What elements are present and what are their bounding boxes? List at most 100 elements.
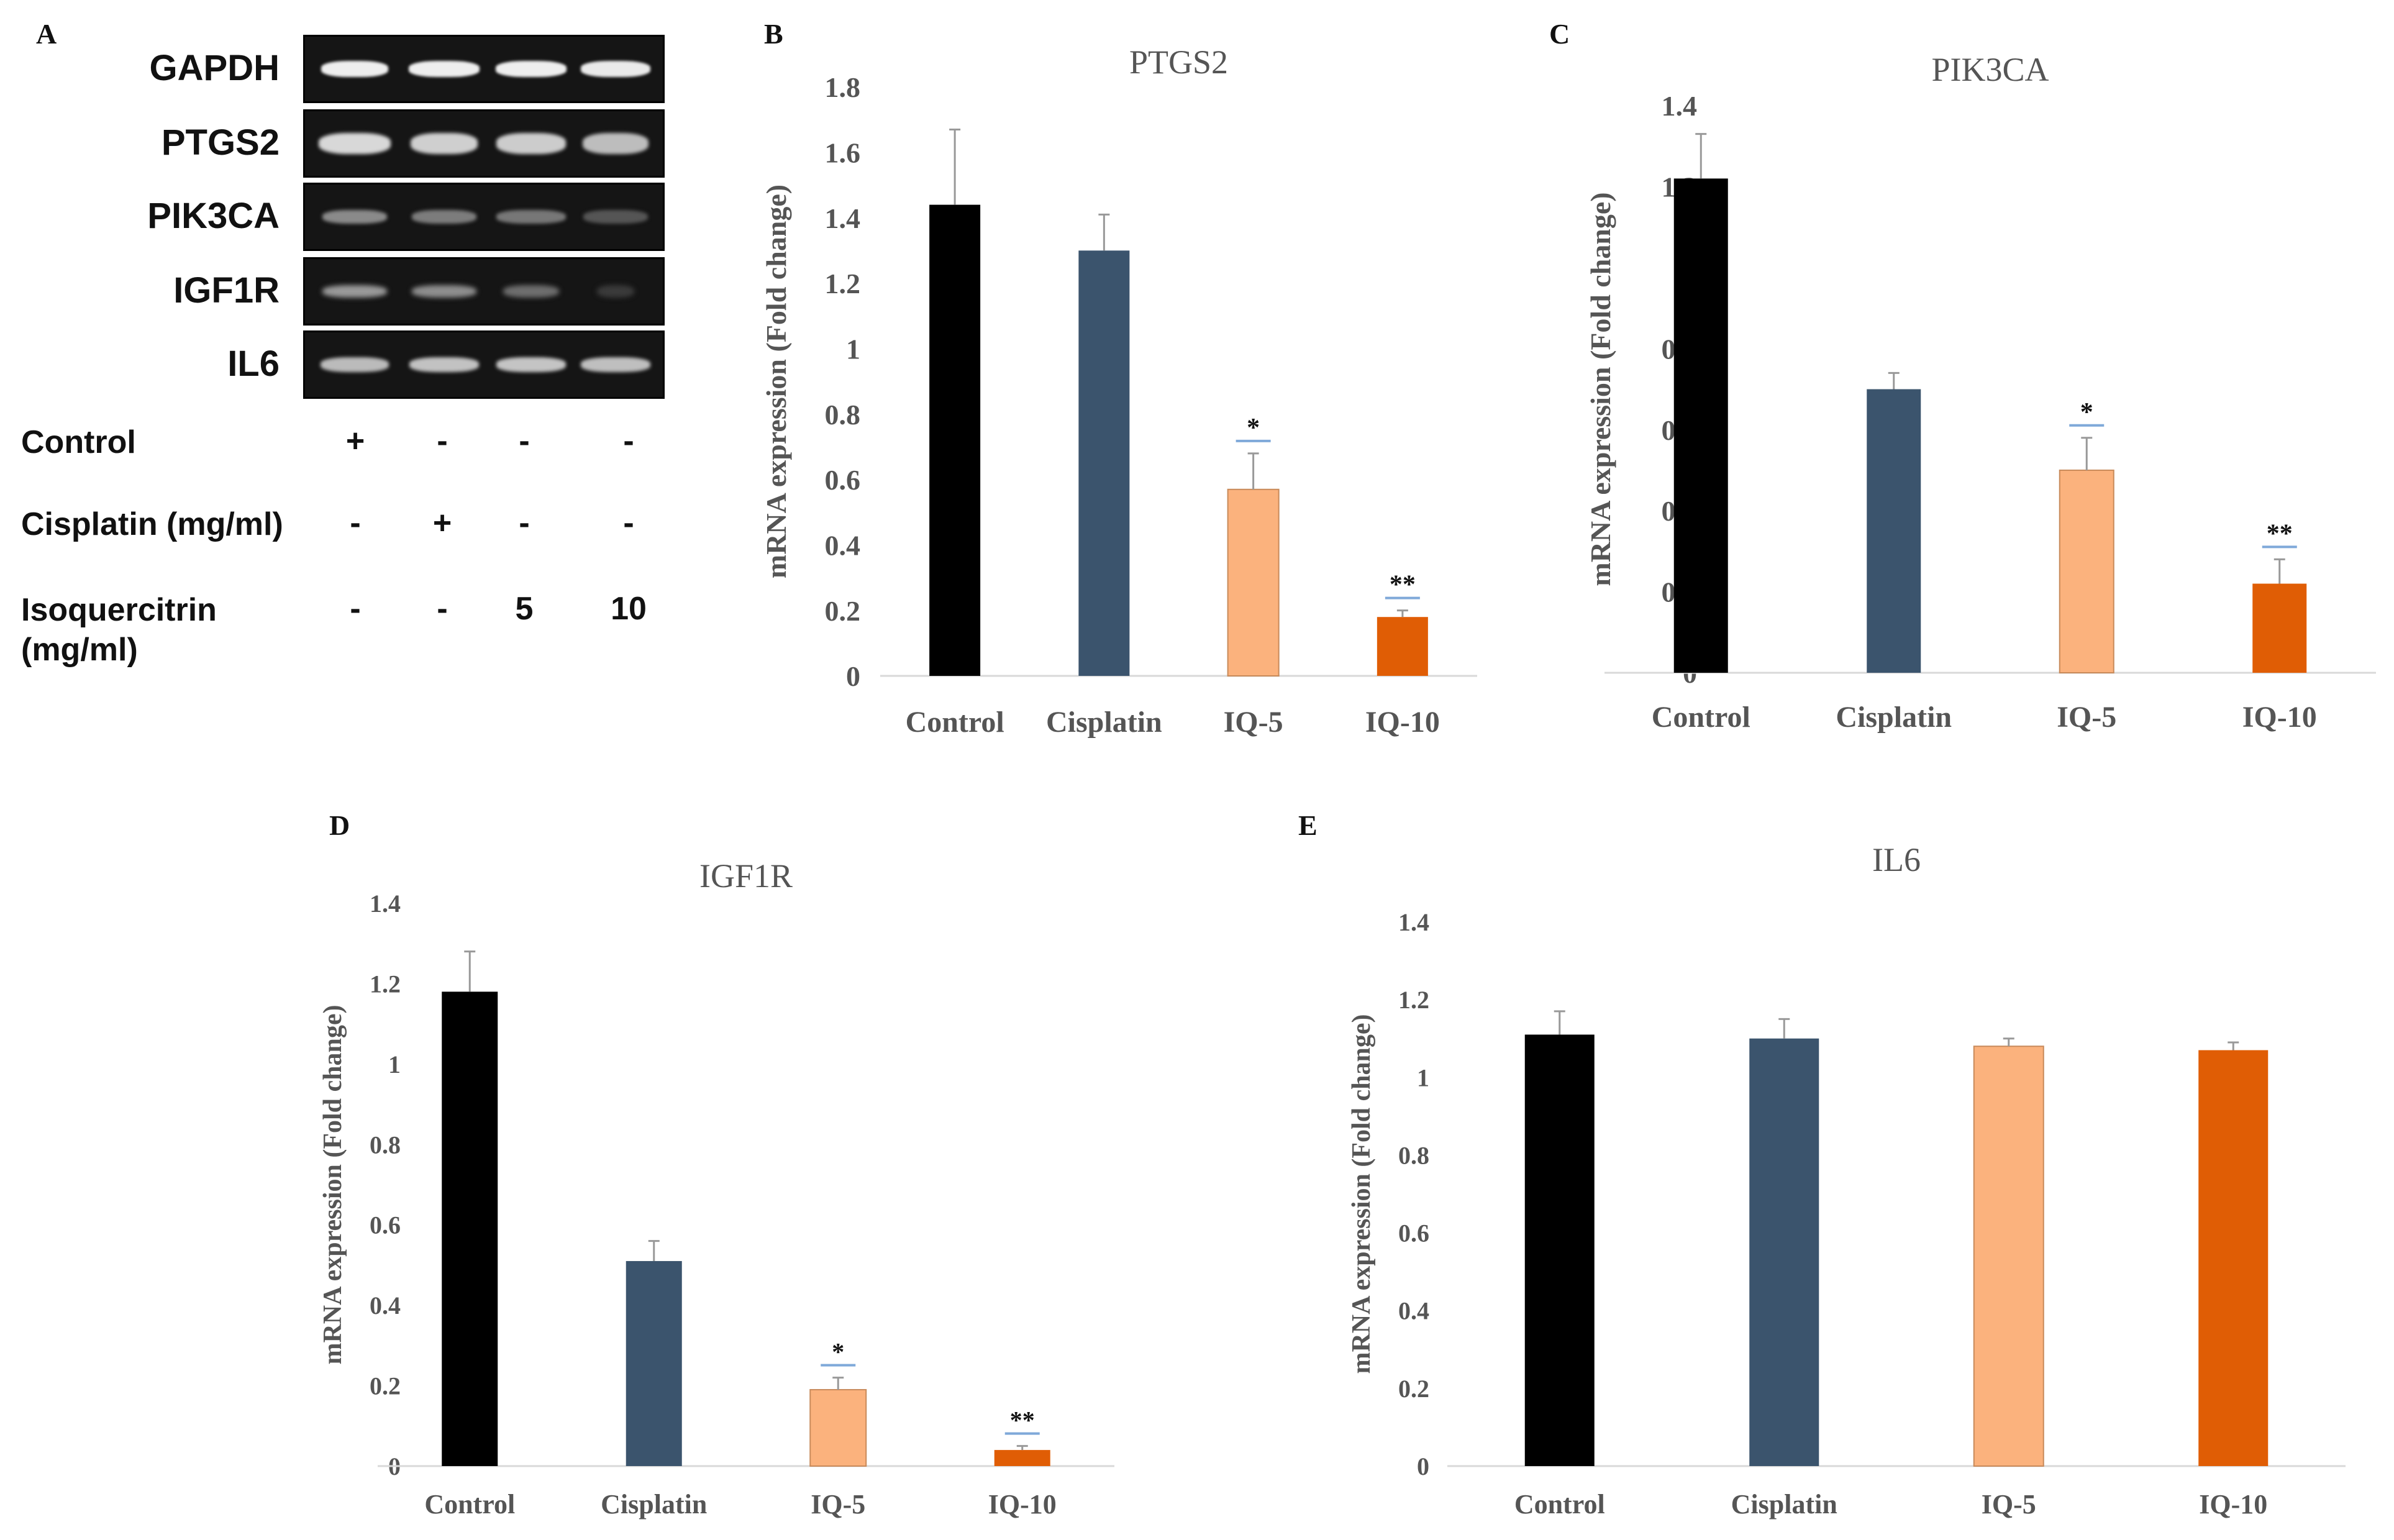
gel-strip-gapdh (303, 35, 665, 103)
y-tick-label: 0.6 (370, 1211, 401, 1239)
gel-strip-igf1r (303, 257, 665, 326)
gel-band (321, 357, 389, 372)
bar (626, 1260, 682, 1466)
gel-band (597, 285, 634, 298)
x-category-label: Cisplatin (1046, 706, 1162, 739)
condition-mark: - (519, 505, 530, 541)
y-tick-label: 1.2 (370, 970, 401, 998)
bar (1749, 1038, 1819, 1466)
gel-strip-il6 (303, 330, 665, 399)
bar (1973, 1046, 2044, 1467)
gel-band (412, 285, 476, 298)
x-category-label: IQ-10 (2199, 1489, 2267, 1519)
gel-band (496, 357, 566, 372)
condition-mark: - (519, 423, 530, 459)
gel-band (409, 357, 479, 372)
gel-band (319, 133, 391, 154)
y-tick-label: 0.4 (825, 529, 861, 561)
panel-letter-c: C (1549, 18, 1570, 50)
gel-band (411, 133, 478, 154)
bar (2198, 1050, 2269, 1466)
gel-row-label-gapdh: GAPDH (149, 48, 280, 88)
condition-mark: + (432, 505, 452, 541)
x-category-label: Control (1652, 701, 1750, 734)
gel-band (321, 61, 388, 77)
chart-title: PIK3CA (1931, 51, 2049, 88)
bar (1524, 1034, 1595, 1466)
condition-label: Cisplatin (mg/ml) (21, 506, 283, 542)
y-tick-label: 1.6 (825, 137, 861, 168)
condition-mark: 5 (515, 591, 534, 627)
y-tick-label: 1.2 (825, 268, 861, 299)
panel-letter-e: E (1298, 809, 1318, 841)
gel-row-label-il6: IL6 (227, 344, 280, 384)
bar (809, 1389, 867, 1467)
y-tick-label: 1.2 (1398, 986, 1429, 1014)
y-tick-label: 0.8 (825, 399, 861, 431)
chart-title: IL6 (1872, 841, 1921, 878)
y-axis-label: mRNA expression (Fold change) (1585, 192, 1616, 586)
condition-mark: + (345, 423, 365, 459)
gel-band (322, 285, 387, 298)
y-tick-label: 0.8 (1398, 1141, 1429, 1169)
x-category-label: IQ-5 (1982, 1489, 2036, 1519)
y-tick-label: 0.2 (370, 1372, 401, 1400)
y-tick-label: 1.8 (825, 71, 861, 103)
y-axis-label: mRNA expression (Fold change) (1347, 1014, 1376, 1374)
significance-marker: ** (2267, 519, 2293, 548)
bar (929, 204, 981, 677)
gel-band (412, 210, 476, 224)
x-category-label: IQ-5 (2057, 701, 2116, 734)
condition-label: Isoquercitrin (mg/ml) (21, 592, 217, 668)
y-tick-label: 0.2 (1398, 1375, 1429, 1403)
x-category-label: Cisplatin (1836, 701, 1952, 734)
gel-band (496, 210, 566, 224)
y-tick-label: 0.6 (825, 464, 861, 496)
condition-mark: - (437, 591, 448, 627)
condition-mark: - (350, 505, 361, 541)
x-category-label: Cisplatin (1731, 1489, 1837, 1519)
chart-il6: IL6 mRNA expression (Fold change) 0 0.2 0.4 0… (1347, 841, 2346, 1519)
y-tick-label: 0 (846, 660, 860, 692)
bar (1078, 250, 1130, 676)
bar (2059, 469, 2114, 674)
y-tick-label: 0 (1417, 1452, 1429, 1480)
gel-band (322, 210, 387, 224)
gel-row-label-igf1r: IGF1R (173, 270, 280, 311)
panel-letter-d: D (329, 809, 350, 841)
x-category-label: Control (424, 1489, 515, 1519)
bar (1227, 488, 1280, 677)
bar (994, 1450, 1050, 1466)
significance-marker: ** (1010, 1406, 1035, 1434)
y-tick-label: 1.4 (1662, 90, 1698, 122)
chart-title: IGF1R (699, 857, 793, 895)
gel-row-label-ptgs2: PTGS2 (161, 122, 280, 163)
y-tick-label: 1.4 (825, 203, 861, 234)
gel-strip-ptgs2 (303, 109, 665, 178)
condition-mark: - (350, 591, 361, 627)
y-tick-label: 1.4 (1398, 908, 1429, 936)
x-category-label: IQ-5 (811, 1489, 865, 1519)
y-tick-label: 0.4 (370, 1292, 401, 1319)
gel-panel: GAPDH PTGS2 PIK3CA IGF1R IL6 Control + - - - Cispl… (0, 0, 745, 714)
x-category-label: Control (906, 706, 1004, 739)
panel-letter-a: A (36, 18, 57, 50)
gel-band (581, 61, 650, 77)
bar (1673, 178, 1728, 673)
gel-band (583, 210, 648, 224)
x-category-label: IQ-10 (2242, 701, 2317, 734)
y-tick-label: 1 (846, 333, 860, 365)
y-tick-label: 1 (388, 1050, 401, 1078)
chart-ptgs2: PTGS2 mRNA expression (Fold change) 0 0.2 0.… (760, 43, 1477, 739)
significance-marker: ** (1390, 571, 1416, 599)
condition-mark: 10 (611, 591, 647, 627)
y-axis-label: mRNA expression (Fold change) (760, 185, 792, 578)
condition-mark: - (623, 505, 634, 541)
x-category-label: IQ-10 (1365, 706, 1440, 739)
y-tick-label: 1 (1417, 1064, 1429, 1091)
y-axis-label: mRNA expression (Fold change) (319, 1005, 347, 1364)
bar (1377, 617, 1428, 676)
bar (2252, 583, 2307, 673)
